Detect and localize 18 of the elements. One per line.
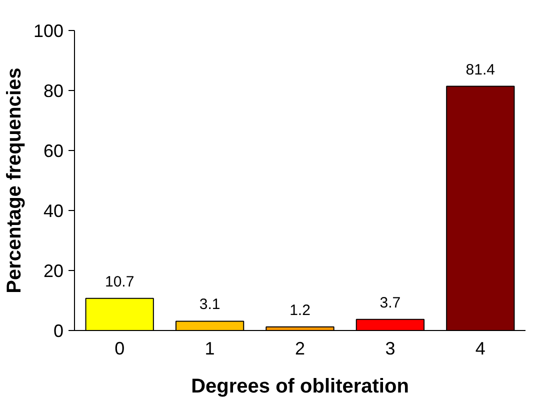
y-tick-label: 20 bbox=[43, 261, 64, 281]
x-tick-label: 3 bbox=[385, 338, 396, 358]
x-tick-label: 1 bbox=[204, 338, 215, 358]
y-tick-label: 80 bbox=[43, 81, 64, 101]
data-label: 1.2 bbox=[290, 302, 310, 319]
x-axis-title: Degrees of obliteration bbox=[191, 376, 409, 398]
y-tick-label: 100 bbox=[33, 21, 64, 41]
data-label: 10.7 bbox=[105, 273, 134, 290]
data-label: 81.4 bbox=[466, 61, 496, 78]
y-tick-label: 0 bbox=[53, 321, 64, 341]
x-tick-label: 2 bbox=[294, 338, 306, 358]
y-tick-label: 40 bbox=[43, 201, 64, 221]
x-tick-label: 0 bbox=[114, 338, 125, 358]
data-label: 3.1 bbox=[199, 296, 220, 314]
y-tick-label: 60 bbox=[43, 141, 64, 161]
x-tick-label: 4 bbox=[475, 338, 486, 358]
y-axis-title: Percentage frequencies bbox=[3, 68, 26, 294]
data-label: 3.7 bbox=[380, 294, 401, 312]
